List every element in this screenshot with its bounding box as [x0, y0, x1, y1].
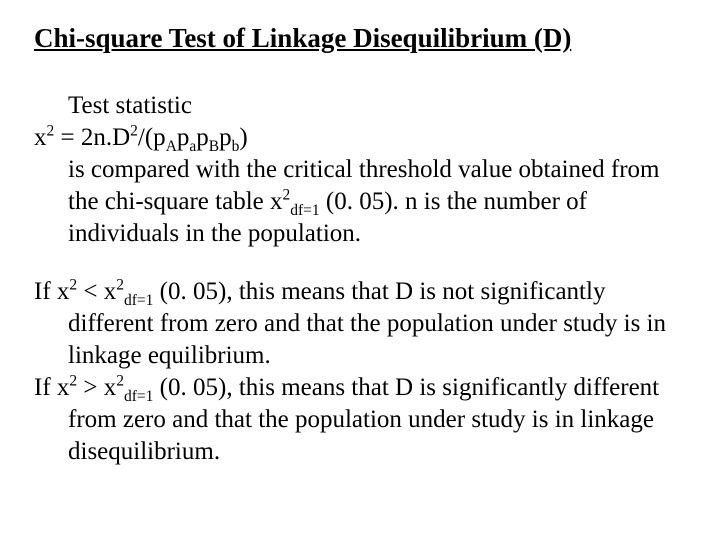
- slide: Chi-square Test of Linkage Disequilibriu…: [0, 0, 720, 540]
- eq-sub3: A: [166, 138, 177, 155]
- eq-t2: = 2n.D: [54, 124, 130, 151]
- p2a-mid2: (0. 05), this means that D is not signif…: [68, 278, 666, 369]
- p2a-mid1: < x: [77, 278, 116, 305]
- p2b-mid1: > x: [77, 374, 116, 401]
- eq-t7: ): [239, 124, 247, 151]
- slide-body: Test statistic x2 = 2n.D2/(pApapBpb) is …: [34, 90, 686, 468]
- eq-t6: p: [219, 124, 232, 151]
- paragraph-1: Test statistic x2 = 2n.D2/(pApapBpb) is …: [34, 90, 686, 250]
- p2a-sup2: 2: [116, 276, 124, 293]
- eq-t3: /(p: [138, 124, 166, 151]
- p1-line1: Test statistic: [34, 90, 686, 122]
- p2a-pre: If x: [34, 278, 69, 305]
- slide-title: Chi-square Test of Linkage Disequilibriu…: [34, 22, 686, 56]
- p2b: If x2 > x2df=1 (0. 05), this means that …: [34, 372, 686, 468]
- eq-sup2: 2: [130, 122, 138, 139]
- p1-tail-sub: df=1: [290, 202, 319, 219]
- p2b-sup1: 2: [69, 372, 77, 389]
- p2b-sup2: 2: [116, 372, 124, 389]
- p2b-mid2: (0. 05), this means that D is significan…: [68, 374, 659, 465]
- test-statistic-equation: x2 = 2n.D2/(pApapBpb): [34, 122, 686, 154]
- p2b-sub2: df=1: [124, 388, 153, 405]
- p2a: If x2 < x2df=1 (0. 05), this means that …: [34, 276, 686, 372]
- p1-tail: is compared with the critical threshold …: [34, 154, 686, 250]
- p2a-sub2: df=1: [124, 292, 153, 309]
- eq-t5: p: [196, 124, 209, 151]
- eq-t4: p: [177, 124, 190, 151]
- eq-sub5: B: [209, 138, 219, 155]
- p1-tail-sup: 2: [283, 186, 291, 203]
- paragraph-2: If x2 < x2df=1 (0. 05), this means that …: [34, 276, 686, 468]
- eq-t1: x: [34, 124, 47, 151]
- p2b-pre: If x: [34, 374, 69, 401]
- p2a-sup1: 2: [69, 276, 77, 293]
